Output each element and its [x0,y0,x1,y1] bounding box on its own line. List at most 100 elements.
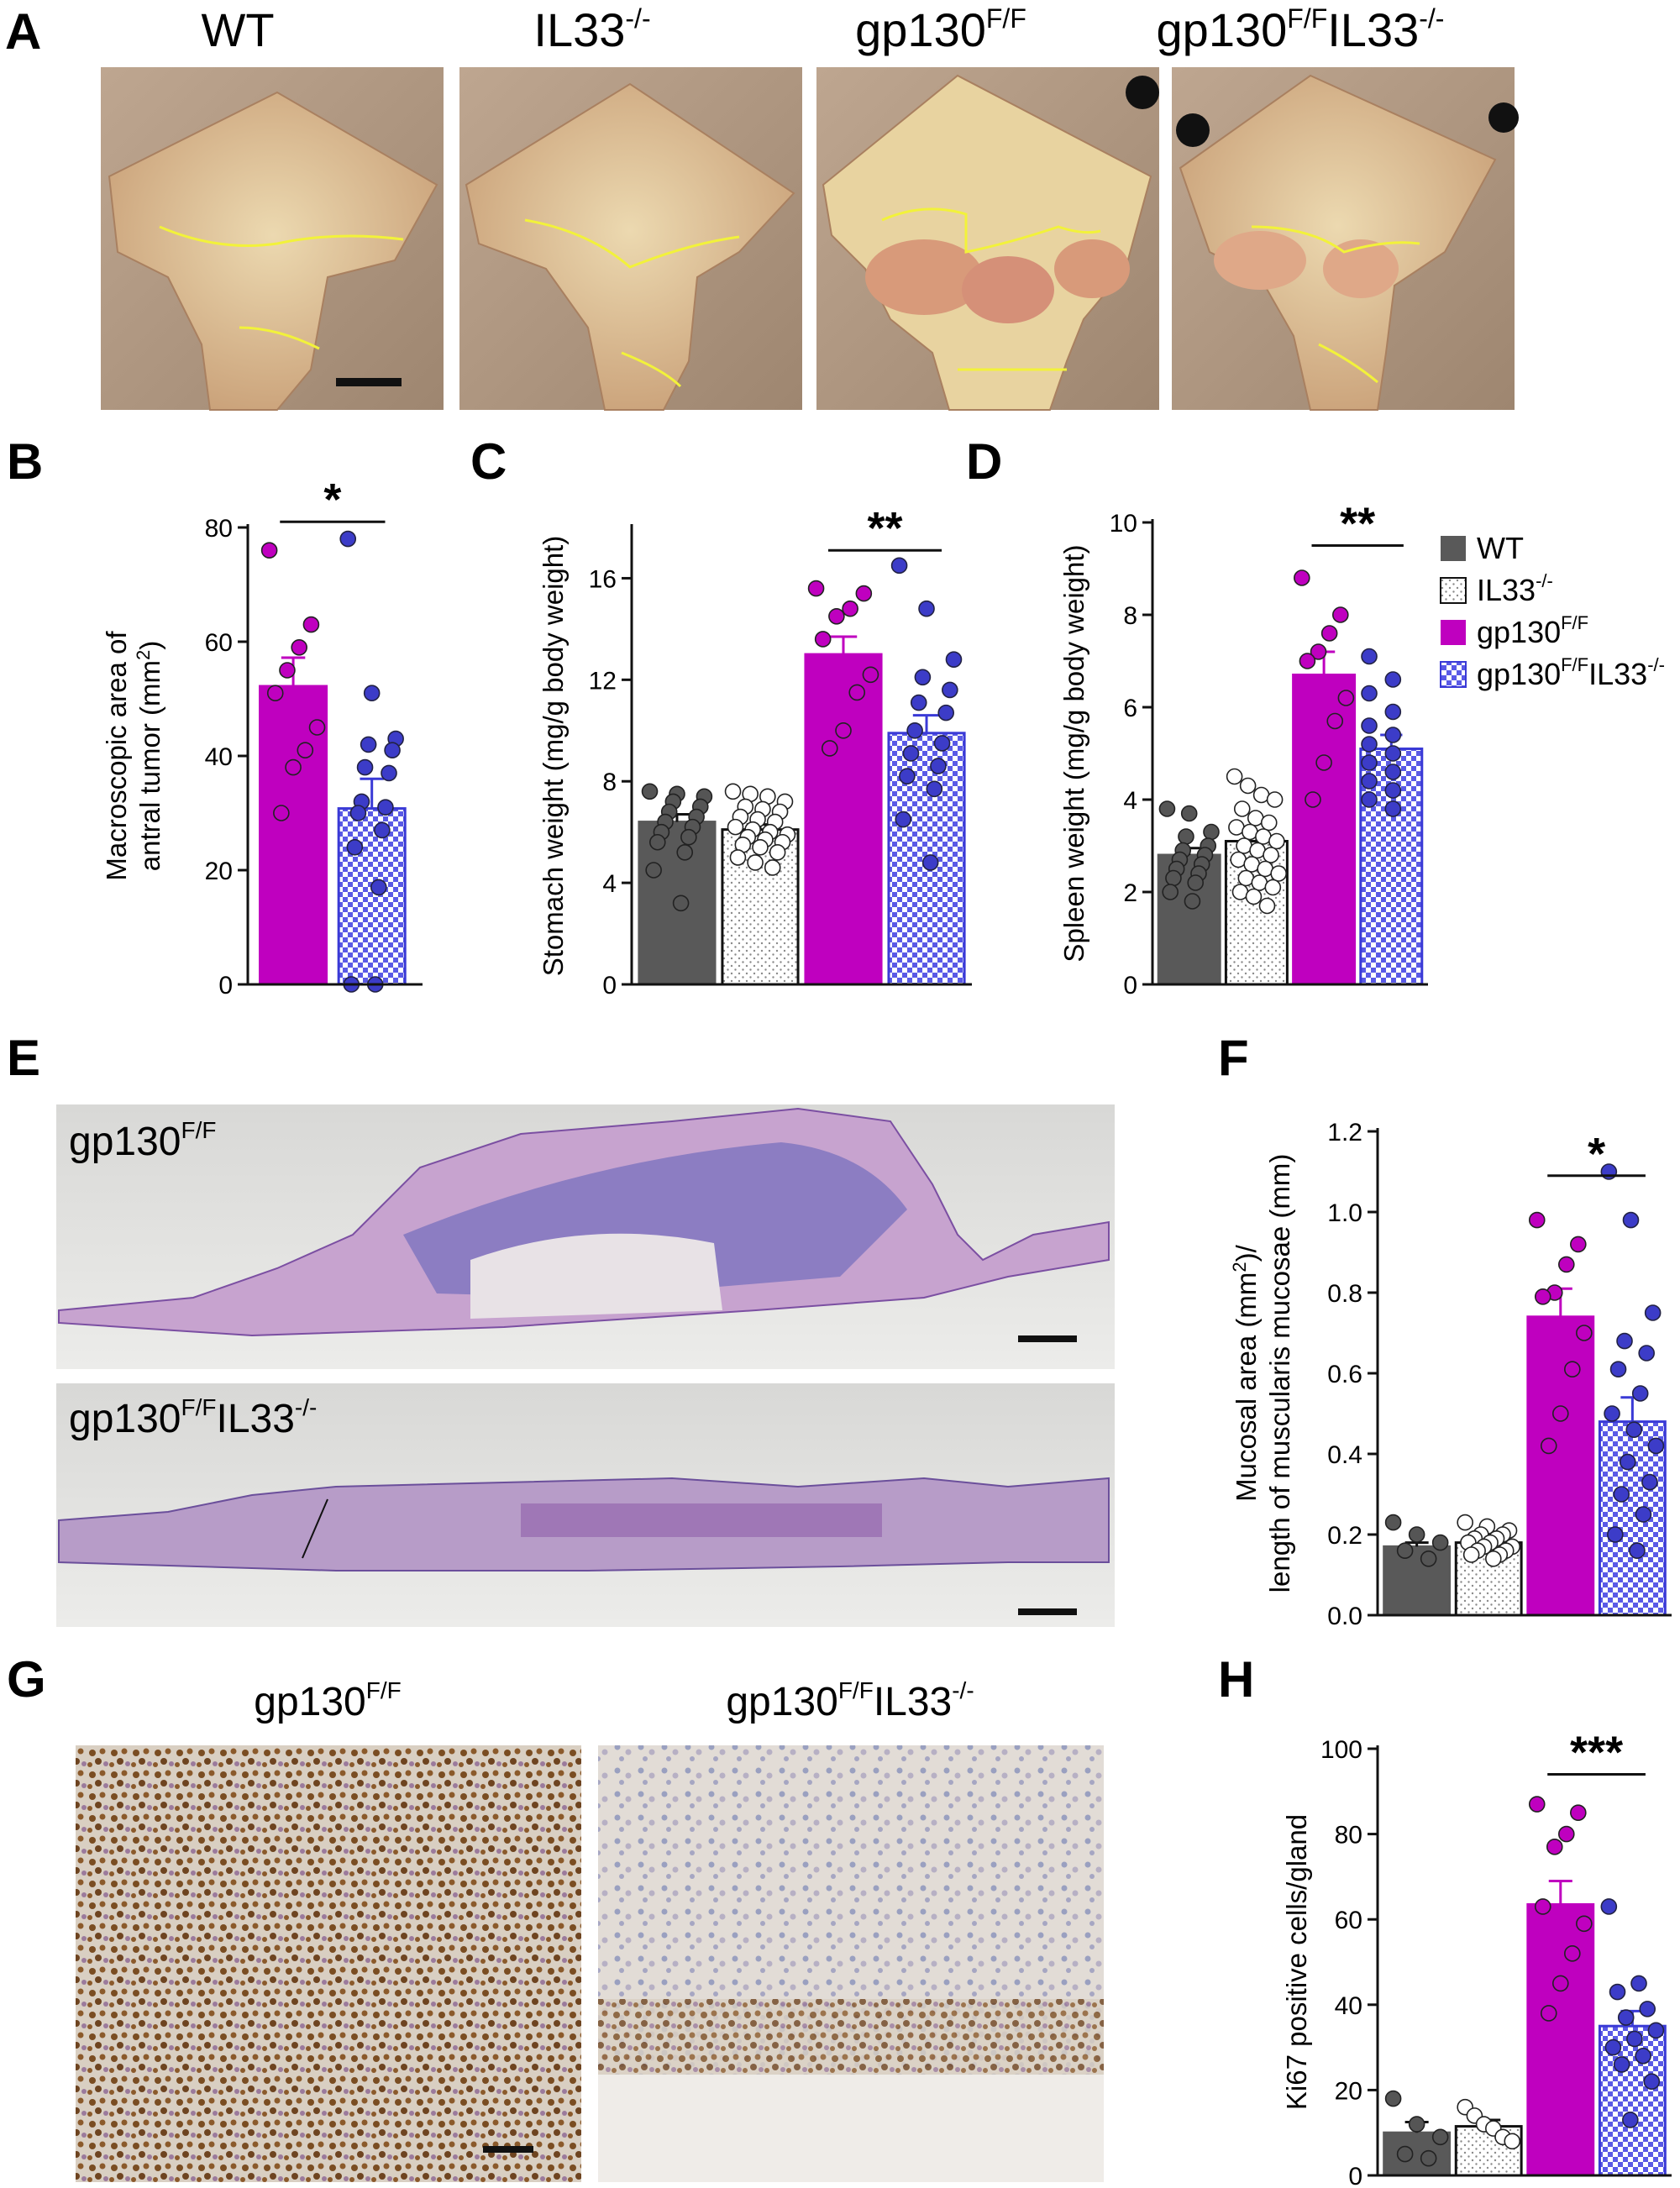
data-point-dbl [1639,2001,1656,2017]
data-point-gp130 [814,631,832,648]
data-point-dbl [1638,1345,1655,1362]
data-point-il33 [1270,865,1287,882]
legend-swatch-il33 [1440,577,1467,604]
data-point-gp130 [302,616,320,633]
legend-item-wt: WT [1441,531,1524,565]
data-point-dbl [1361,791,1378,808]
y-tick-label: 4 [1123,787,1137,815]
data-point-gp130 [1576,1325,1593,1341]
data-point-gp130 [1546,1839,1563,1855]
significance-stars: ** [868,503,903,554]
y-tick-label: 100 [1320,1736,1362,1764]
data-point-dbl [1619,1453,1636,1471]
chart-c-stomach-weight: 0 4 8 12 16 Stomach weight (mg/g body weight)… [538,503,972,1000]
data-point-gp130 [285,758,302,776]
panel-label-d: D [966,433,1002,490]
data-point-wt [1420,1550,1437,1567]
data-point-dbl [1361,685,1378,702]
data-point-dbl [937,704,955,721]
data-point-dbl [895,811,912,828]
ihc-photo-double [598,1745,1104,2182]
data-point-dbl [1635,1506,1652,1523]
data-point-dbl [921,854,939,871]
data-point-gp130 [1332,606,1349,623]
photo-double-stomach [1172,67,1519,411]
significance-stars: * [323,475,341,525]
data-point-dbl [942,681,958,699]
y-tick-label: 0 [1348,2163,1362,2188]
data-point-dbl [1643,2073,1661,2091]
legend-label-il33: IL33-/- [1477,570,1553,607]
data-point-il33 [1485,1550,1502,1567]
data-point-dbl [906,721,923,739]
data-point-dbl [1384,671,1402,688]
data-point-dbl [1361,648,1378,665]
data-point-il33 [1264,879,1282,896]
histology-label-gp130: gp130F/F [69,1117,216,1164]
data-point-wt [1203,823,1220,841]
y-tick-label: 0.2 [1327,1522,1362,1550]
data-point-gp130 [1337,690,1355,706]
data-point-dbl [1384,703,1402,721]
photo-wt-stomach [101,67,444,411]
data-point-dbl [1647,2022,1665,2039]
data-point-dbl [933,735,951,752]
data-point-gp130 [1551,1975,1569,1992]
data-point-dbl [384,742,401,759]
y-tick-label: 0.8 [1327,1280,1362,1308]
bar-gp130 [1292,674,1357,986]
data-point-wt [672,895,690,912]
data-point-gp130 [1320,625,1338,642]
y-tick-label: 10 [1110,510,1137,538]
data-point-gp130 [835,721,852,739]
y-axis-label: Stomach weight (mg/g body weight) [538,536,569,977]
legend-swatch-gp130 [1441,620,1466,645]
data-point-dbl [890,557,908,575]
data-point-il33 [1504,2133,1521,2150]
data-point-dbl [339,530,357,548]
data-point-il33 [1462,1546,1480,1563]
data-point-gp130 [1310,643,1327,660]
data-point-wt [1162,884,1179,900]
data-point-wt [1396,1542,1414,1559]
y-tick-label: 8 [602,769,617,796]
data-point-dbl [1622,2112,1639,2128]
data-point-gp130 [308,719,326,736]
panel-a-title-2: IL33-/- [533,3,650,56]
data-point-gp130 [1540,2005,1557,2022]
data-point-dbl [1361,773,1378,790]
y-tick-label: 40 [1335,1992,1362,2020]
data-point-il33 [1268,832,1285,850]
data-point-dbl [360,736,377,753]
panel-label-b: B [7,433,43,490]
data-point-gp130 [1564,1361,1581,1377]
y-tick-label: 60 [1335,1907,1362,1934]
histology-double [56,1383,1115,1627]
y-tick-label: 60 [205,629,233,657]
panel-a-title-1: WT [201,3,274,56]
data-point-dbl [918,600,935,617]
data-point-wt [676,844,694,861]
legend-label-wt: WT [1477,531,1524,565]
data-point-wt [1420,2149,1437,2167]
y-tick-label: 0 [218,972,233,1000]
data-point-dbl [1617,2009,1635,2026]
panel-label-a: A [5,3,41,60]
data-point-wt [1165,869,1182,887]
y-axis-label: Macroscopic area of [101,631,132,881]
y-tick-label: 0.6 [1327,1361,1362,1388]
y-tick-label: 16 [589,565,617,593]
data-point-gp130 [1528,1211,1546,1229]
data-point-gp130 [1294,569,1310,586]
data-point-il33 [752,838,769,856]
data-point-il33 [1263,847,1279,863]
y-tick-label: 80 [1335,1822,1362,1850]
data-point-dbl [377,799,394,816]
y-tick-label: 40 [205,743,233,771]
data-point-gp130 [1540,1437,1557,1455]
data-point-dbl [926,780,943,798]
data-point-gp130 [1528,1796,1546,1813]
data-point-gp130 [855,585,873,602]
significance-stars: * [1588,1129,1605,1179]
